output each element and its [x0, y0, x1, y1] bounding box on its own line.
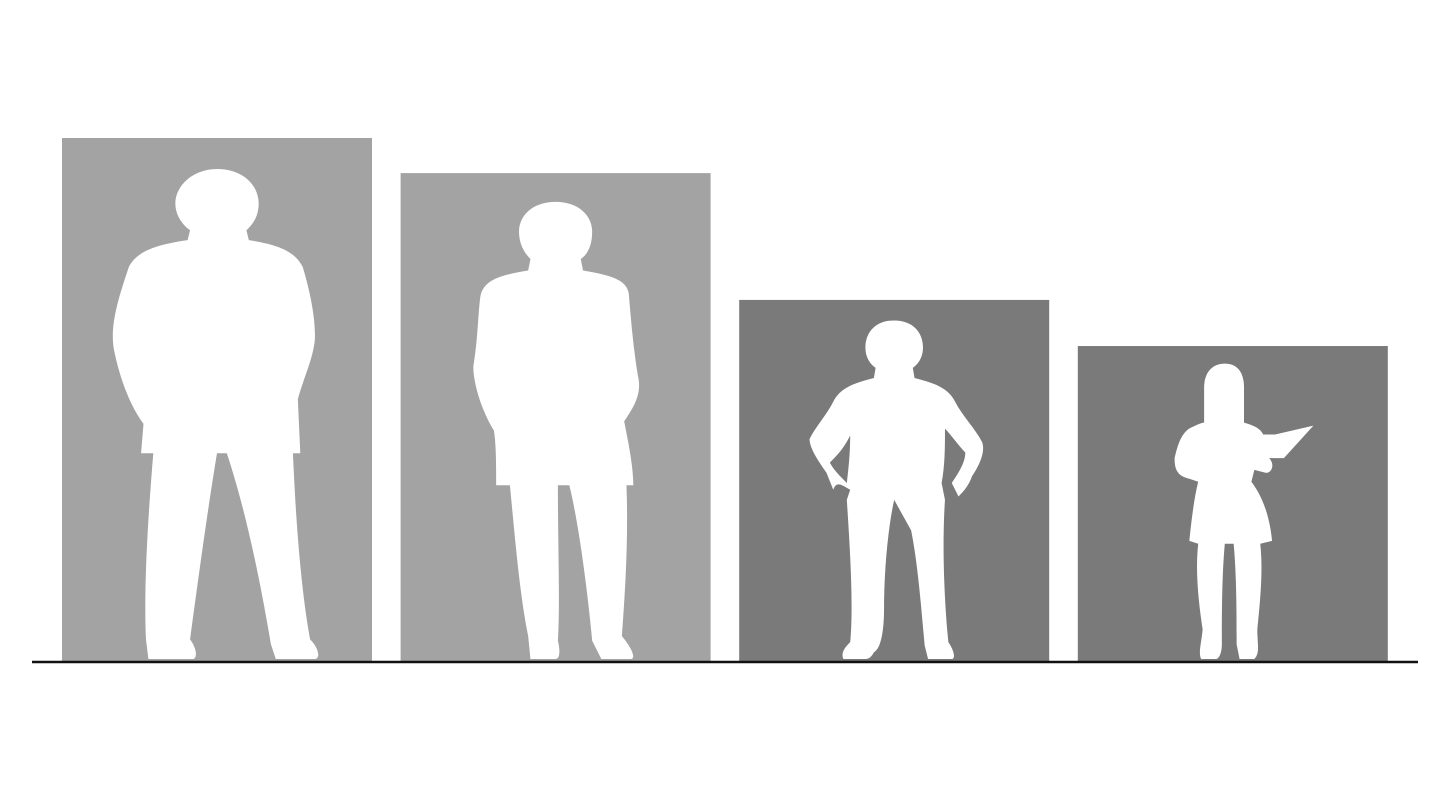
girl-holding-clipboard-icon [1174, 363, 1314, 659]
man-hands-in-pockets-icon [112, 169, 319, 659]
figures-group [112, 169, 1314, 659]
boy-hands-on-hips-icon [809, 320, 984, 659]
man-standing-icon [473, 201, 640, 659]
